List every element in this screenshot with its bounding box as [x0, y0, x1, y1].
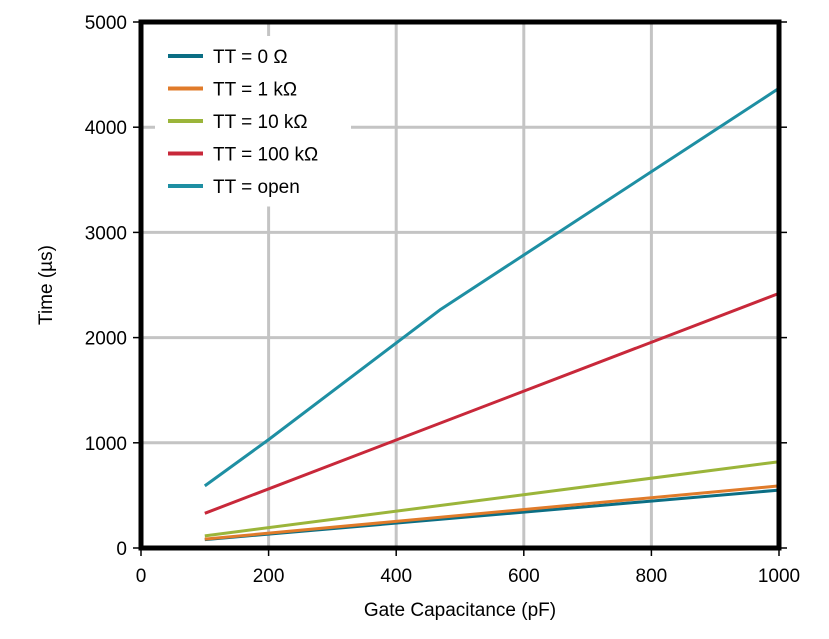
legend-label-2: TT = 10 kΩ	[213, 112, 308, 133]
y-tick-label: 1000	[85, 434, 127, 455]
y-axis-label: Time (µs)	[36, 245, 57, 325]
series-line-1	[204, 484, 780, 541]
x-tick-label: 200	[253, 566, 285, 587]
series-line-4	[203, 87, 780, 488]
y-tick-label: 0	[116, 539, 127, 560]
legend-label-1: TT = 1 kΩ	[213, 80, 297, 101]
series-line-2	[204, 460, 780, 538]
series-line-3	[204, 291, 780, 515]
x-axis-ticks: 0 200 400 600 800 1000	[136, 548, 800, 587]
y-axis-ticks: 0 1000 2000 3000 4000 5000	[85, 13, 787, 560]
x-tick-label: 0	[136, 566, 147, 587]
y-tick-label: 5000	[85, 13, 127, 34]
y-tick-label: 4000	[85, 118, 127, 139]
legend-label-4: TT = open	[213, 177, 300, 198]
x-tick-label: 1000	[758, 566, 800, 587]
legend: TT = 0 Ω TT = 1 kΩ TT = 10 kΩ TT = 100 kΩ TT…	[155, 36, 351, 207]
x-axis-label: Gate Capacitance (pF)	[364, 600, 556, 621]
y-tick-label: 3000	[85, 223, 127, 244]
plot-frame	[138, 19, 782, 551]
x-tick-label: 800	[636, 566, 668, 587]
x-tick-label: 400	[380, 566, 412, 587]
x-tick-label: 600	[508, 566, 540, 587]
legend-label-0: TT = 0 Ω	[213, 47, 288, 68]
legend-label-3: TT = 100 kΩ	[213, 145, 318, 166]
series-lines	[203, 87, 780, 542]
y-tick-label: 2000	[85, 329, 127, 350]
